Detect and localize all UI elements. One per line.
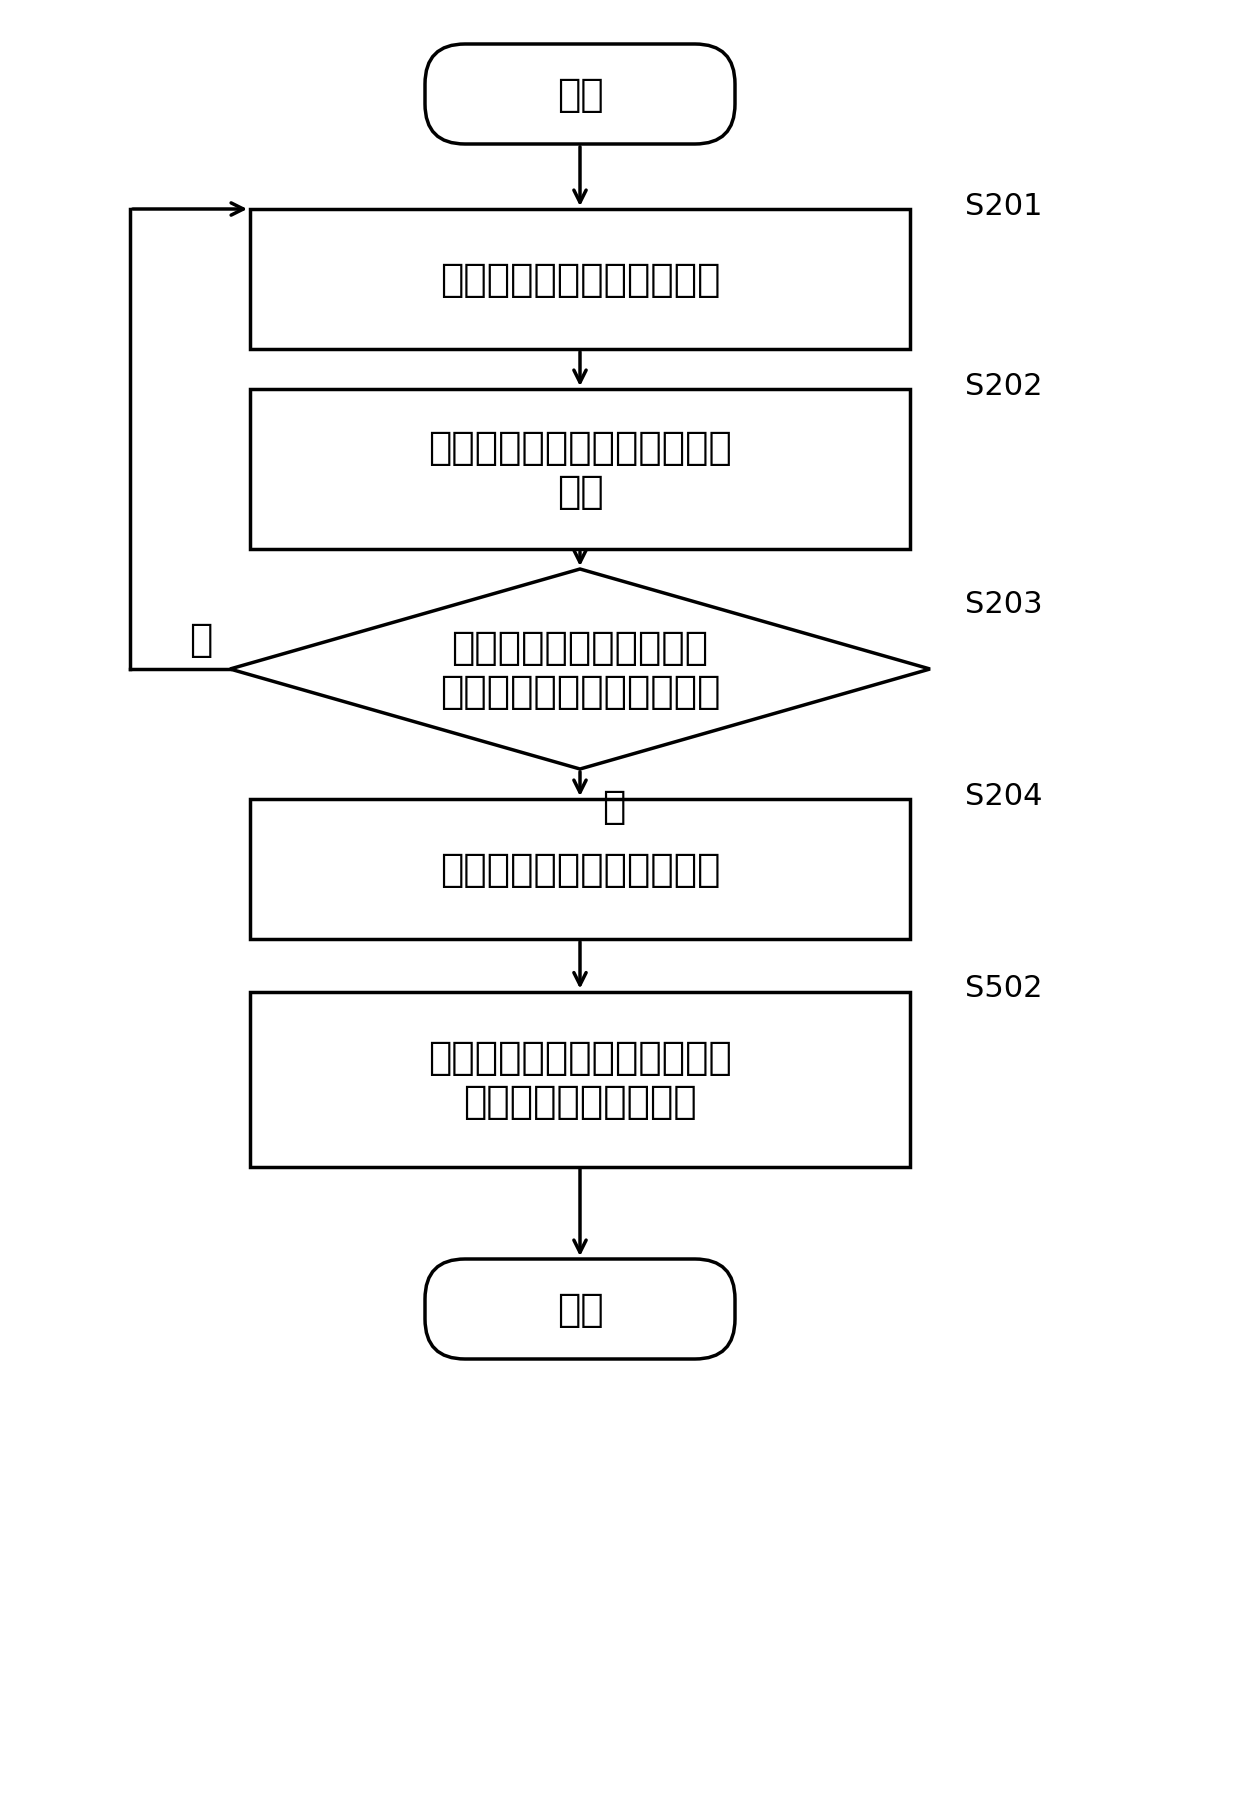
- Text: S502: S502: [965, 975, 1043, 1003]
- Text: S201: S201: [965, 192, 1043, 221]
- Text: 实时检测无刷直流电机转子的
转速: 实时检测无刷直流电机转子的 转速: [428, 428, 732, 511]
- Text: 结束: 结束: [557, 1291, 604, 1329]
- Text: 控制无刷直流电机开环启动: 控制无刷直流电机开环启动: [440, 261, 720, 298]
- Text: S202: S202: [965, 372, 1043, 401]
- Text: 判断无刷直流电机转子的
转速是否大于第一预设阈値: 判断无刷直流电机转子的 转速是否大于第一预设阈値: [440, 629, 720, 710]
- Text: S203: S203: [965, 590, 1043, 619]
- Text: 开始: 开始: [557, 76, 604, 113]
- Text: 控制无刷直流电机转子的加速
度不小于第二预设阈値: 控制无刷直流电机转子的加速 度不小于第二预设阈値: [428, 1039, 732, 1120]
- FancyBboxPatch shape: [425, 1259, 735, 1359]
- Text: 控制无刷直流电机闭环加速: 控制无刷直流电机闭环加速: [440, 850, 720, 888]
- FancyBboxPatch shape: [425, 45, 735, 146]
- Bar: [250, 800, 910, 940]
- Text: 是: 是: [601, 788, 625, 825]
- Bar: [250, 390, 910, 550]
- Text: 否: 否: [188, 620, 212, 658]
- Polygon shape: [229, 570, 930, 770]
- Text: S204: S204: [965, 782, 1043, 811]
- Bar: [250, 210, 910, 351]
- Bar: [250, 992, 910, 1167]
